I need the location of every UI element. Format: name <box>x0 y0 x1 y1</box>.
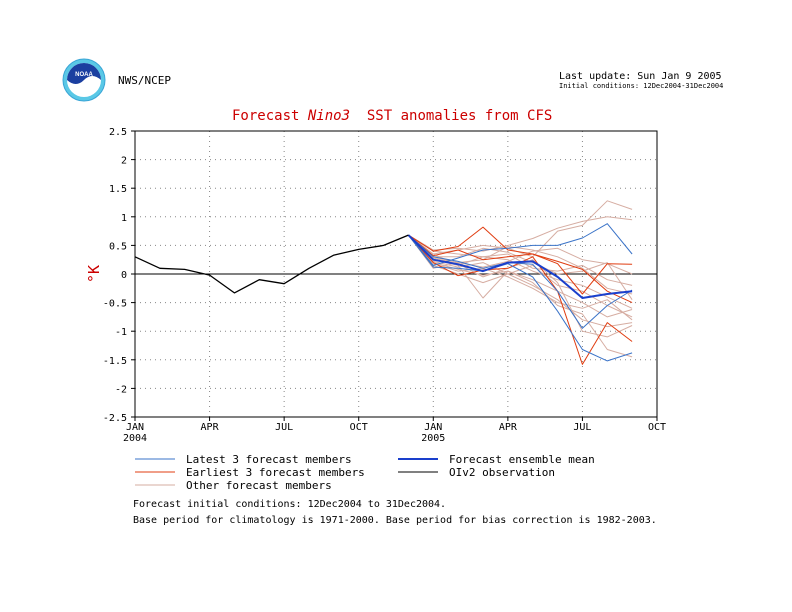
legend-label-other: Other forecast members <box>186 479 332 492</box>
series-other-member <box>408 234 633 338</box>
series-other-member <box>408 234 633 358</box>
org-label: NWS/NCEP <box>118 74 171 87</box>
x-tick-label: JAN <box>424 422 442 433</box>
x-tick-label: JUL <box>573 422 591 433</box>
series-earliest-member <box>408 226 633 304</box>
y-tick-label: -2 <box>115 384 127 395</box>
x-tick-label: OCT <box>648 422 666 433</box>
series-ensemble-mean <box>407 234 633 299</box>
legend-label-observation: OIv2 observation <box>449 466 555 479</box>
x-tick-year: 2005 <box>421 433 445 444</box>
y-axis-label: °K <box>85 265 103 283</box>
chart-title: Forecast Nino3 SST anomalies from CFS <box>232 108 552 124</box>
series-other-member <box>408 200 633 258</box>
x-tick-year: 2004 <box>123 433 147 444</box>
series-other-member <box>408 216 633 252</box>
footnotes: Forecast initial conditions: 12Dec2004 t… <box>133 497 657 529</box>
y-tick-label: 0 <box>121 270 127 281</box>
x-tick-label: OCT <box>350 422 368 433</box>
last-update: Last update: Sun Jan 9 2005 <box>559 71 722 82</box>
series-other-member <box>408 234 633 300</box>
initial-conditions-header: Initial conditions: 12Dec2004-31Dec2004 <box>559 82 724 90</box>
series-other-member <box>408 234 633 309</box>
x-tick-label: JUL <box>275 422 293 433</box>
x-tick-label: JAN <box>126 422 144 433</box>
x-tick-label: APR <box>499 422 518 433</box>
y-tick-label: 2.5 <box>109 127 127 138</box>
x-tick-label: APR <box>201 422 220 433</box>
series-other-member <box>408 234 633 318</box>
y-tick-label: -1 <box>115 327 127 338</box>
logo-text: NOAA <box>75 72 93 78</box>
legend-label-latest: Latest 3 forecast members <box>186 453 352 466</box>
y-tick-label: 1 <box>121 213 127 224</box>
series-observation <box>134 234 409 294</box>
title-prefix: Forecast <box>232 108 308 124</box>
y-tick-label: 2 <box>121 156 127 167</box>
y-tick-label: -0.5 <box>103 299 127 310</box>
noaa-logo: NOAA <box>62 58 106 102</box>
title-region: Nino3 <box>307 108 351 124</box>
y-tick-label: -1.5 <box>103 356 127 367</box>
series-other-member <box>408 234 633 318</box>
y-tick-label: 0.5 <box>109 241 127 252</box>
footnote-base-period: Base period for climatology is 1971-2000… <box>133 515 657 526</box>
series-latest-member <box>408 234 633 362</box>
y-tick-label: 1.5 <box>109 184 127 195</box>
series-earliest-member <box>408 234 633 365</box>
series-latest-member <box>408 234 633 329</box>
legend-label-mean: Forecast ensemble mean <box>449 453 595 466</box>
y-tick-label: -2.5 <box>103 413 127 424</box>
series-earliest-member <box>408 234 633 295</box>
footnote-initial-conditions: Forecast initial conditions: 12Dec2004 t… <box>133 499 447 510</box>
legend-label-earliest: Earliest 3 forecast members <box>186 466 365 479</box>
title-suffix: SST anomalies from CFS <box>350 108 553 124</box>
